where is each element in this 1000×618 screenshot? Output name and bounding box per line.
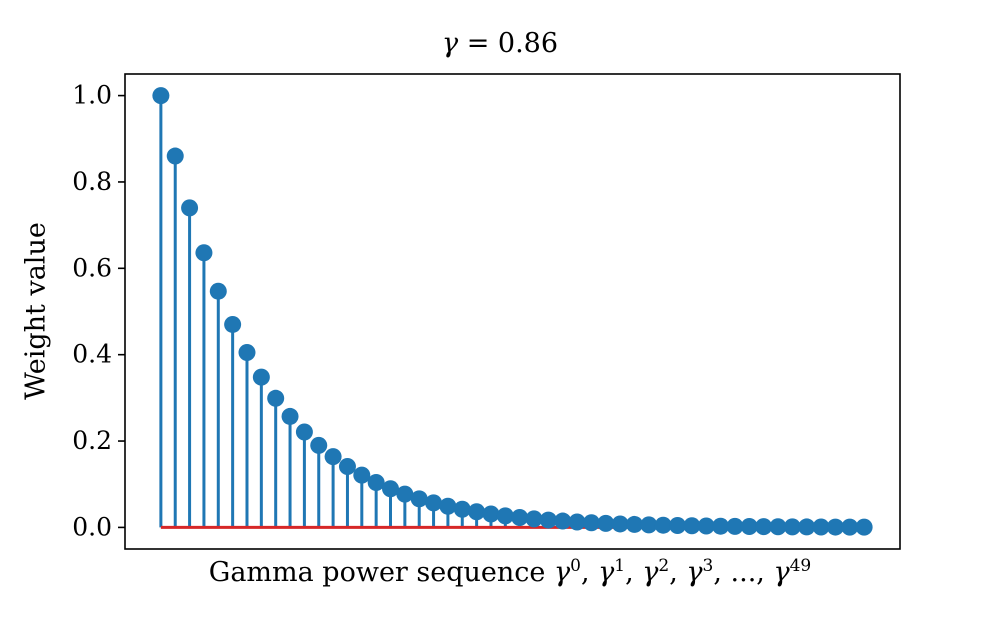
x-axis-label: Gamma power sequence γ0, γ1, γ2, γ3, ...… (120, 556, 900, 588)
y-tick-label: 0.0 (72, 512, 112, 541)
stem-marker (281, 407, 299, 425)
y-tick-label: 1.0 (72, 81, 112, 110)
stem-marker (396, 485, 414, 503)
stem-marker (554, 512, 572, 530)
stem-marker (367, 474, 385, 491)
stem-marker (712, 517, 730, 535)
stem-marker (812, 518, 830, 536)
stem-marker (496, 507, 514, 525)
stem-marker (841, 518, 859, 536)
stem-marker (726, 517, 744, 535)
stem-marker (683, 517, 701, 535)
stem-marker (181, 199, 199, 217)
y-axis-ticks: 0.0 0.2 0.4 0.6 0.8 1.0 (72, 81, 125, 541)
stem-marker (324, 448, 342, 466)
stem-marker (697, 517, 715, 535)
x-axis-label-math: γ0, γ1, γ2, γ3, ..., γ49 (553, 556, 812, 588)
stem-marker (568, 513, 586, 531)
stem-marker (252, 368, 270, 386)
stem-marker (353, 466, 371, 484)
stem-marker (525, 510, 543, 528)
chart-title: γ = 0.86 (0, 28, 1000, 59)
stem-marker (511, 508, 529, 526)
stem-marker (382, 480, 400, 498)
stem-marker (654, 516, 672, 534)
stem-marker (425, 494, 443, 512)
title-value: = 0.86 (458, 28, 559, 59)
title-gamma-symbol: γ (441, 28, 459, 59)
stem-marker (267, 389, 285, 407)
stem-marker (295, 423, 313, 441)
stem-marker (209, 282, 227, 300)
stem-marker (539, 511, 557, 529)
stem-marker (410, 490, 428, 508)
stem-marker (625, 515, 643, 533)
stem-marker (453, 500, 471, 518)
stem-marker (224, 315, 242, 333)
stem-marker (755, 518, 773, 536)
stem-marker (669, 517, 687, 535)
stem-marker (439, 497, 457, 515)
stem-marker (238, 344, 256, 362)
stem-marker (798, 518, 816, 536)
y-tick-label: 0.2 (72, 426, 112, 455)
stem-marker (597, 514, 615, 532)
y-tick-label: 0.6 (72, 253, 112, 282)
stem-marker (640, 516, 658, 534)
stem-marker (826, 518, 844, 536)
stem-marker (166, 147, 184, 165)
y-tick-label: 0.8 (72, 167, 112, 196)
y-axis-label: Weight value (20, 222, 52, 400)
stem-marker (152, 87, 170, 105)
stem-marker (482, 505, 500, 523)
stem-marker (338, 458, 356, 476)
axes-frame (124, 73, 901, 550)
y-tick-label: 0.4 (72, 340, 112, 369)
stem-marker (195, 244, 213, 262)
plot-area (152, 87, 873, 536)
stem-marker (855, 518, 873, 536)
stem-marker (310, 436, 328, 454)
stem-marker (769, 518, 787, 536)
stem-marker (740, 518, 758, 536)
stem-marker (468, 503, 486, 521)
stem-marker (783, 518, 801, 536)
x-axis-label-text: Gamma power sequence (208, 557, 554, 588)
stem-marker (582, 514, 600, 532)
stem-marker (611, 515, 629, 533)
